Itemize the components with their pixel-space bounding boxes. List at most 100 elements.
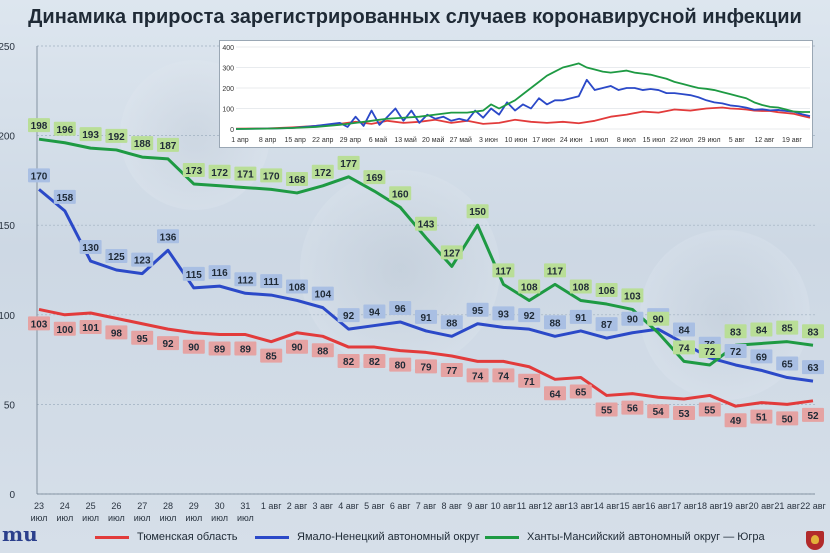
data-label: 88 (317, 346, 329, 357)
inset-line-chart: 0 100 200 300 400 1 апр 8 апр 15 апр 22 апр 29 ап… (222, 45, 811, 144)
data-label: 170 (31, 171, 48, 182)
data-label: 79 (420, 362, 432, 373)
data-label: 103 (624, 291, 641, 302)
data-label-box (157, 137, 179, 152)
coat-of-arms-emblem (806, 531, 824, 550)
data-label-box (466, 368, 489, 383)
inset-y-tick-label: 300 (222, 66, 234, 73)
y-tick-label: 50 (4, 400, 16, 411)
data-label: 85 (782, 324, 794, 335)
inset-x-tick-label: 17 июн (532, 137, 555, 144)
x-tick-label: 31 (240, 501, 250, 511)
y-tick-label: 0 (9, 490, 15, 501)
inset-y-tick-label: 0 (230, 127, 234, 134)
inset-x-tick-label: 22 июл (670, 137, 693, 144)
data-label-box (234, 166, 257, 181)
x-tick-label: 5 авг (364, 501, 385, 511)
data-label-box (286, 171, 308, 186)
data-label: 55 (704, 405, 716, 416)
x-tick-label: июл (108, 513, 125, 523)
data-label-box (750, 322, 773, 337)
data-label: 173 (185, 166, 202, 177)
data-label-box (389, 300, 412, 315)
data-label: 85 (266, 352, 278, 363)
data-label: 65 (575, 388, 587, 399)
data-label: 82 (343, 357, 355, 368)
data-label: 111 (263, 277, 279, 288)
data-label: 65 (782, 360, 794, 371)
data-label-box (621, 311, 644, 326)
x-tick-label: 9 авг (467, 501, 488, 511)
data-label: 108 (572, 282, 589, 293)
data-label-box (337, 308, 360, 323)
data-label-box (698, 343, 721, 358)
main-x-axis: 23 июл 24 июл 25 июл 26 июл 27 июл 28 июл 29 июл 30 июл… (31, 501, 827, 523)
data-label: 88 (446, 318, 458, 329)
data-label-box (518, 373, 541, 388)
data-label: 169 (366, 173, 383, 184)
data-label-box (518, 279, 541, 294)
data-label-box (28, 316, 50, 331)
data-label-box (673, 340, 695, 355)
data-label: 96 (395, 304, 407, 315)
inset-series-line-1 (235, 78, 811, 130)
data-label-box (182, 266, 205, 281)
inset-x-tick-label: 20 май (422, 136, 444, 144)
inset-x-tick-label: 3 июн (479, 137, 498, 144)
data-label: 136 (160, 232, 177, 243)
inset-x-tick-label: 13 май (394, 136, 416, 144)
inset-x-tick-label: 8 июл (617, 137, 636, 144)
legend-item-khmao: Ханты-Мансийский автономный округ — Югра (485, 531, 765, 543)
legend-swatch-khmao (485, 535, 519, 539)
data-label-box (389, 357, 412, 372)
inset-y-tick-label: 400 (222, 45, 234, 52)
data-label: 100 (56, 325, 73, 336)
data-label: 98 (111, 328, 123, 339)
data-label-box (260, 274, 283, 289)
x-tick-label: 20 авг (749, 501, 775, 511)
data-label-box (53, 189, 76, 204)
data-label: 72 (704, 347, 716, 358)
legend-label-khmao: Ханты-Мансийский автономный округ — Югра (527, 531, 765, 543)
data-label: 172 (314, 168, 331, 179)
inset-x-tick-label: 8 апр (259, 137, 277, 144)
data-label-box (440, 363, 463, 378)
data-label-box (260, 168, 283, 183)
inset-y-tick-label: 200 (222, 86, 234, 93)
data-label: 160 (392, 189, 409, 200)
data-label-box (698, 402, 721, 417)
data-label: 83 (807, 327, 819, 338)
x-tick-label: 6 авг (390, 501, 411, 511)
data-label: 91 (420, 313, 432, 324)
inset-x-tick-label: 6 май (369, 136, 388, 144)
data-label: 63 (807, 363, 819, 374)
data-label-box (544, 386, 566, 401)
data-label: 92 (162, 339, 174, 350)
inset-x-tick-label: 12 авг (754, 137, 774, 144)
data-label-box (569, 384, 592, 399)
data-label: 116 (212, 268, 229, 279)
data-label: 91 (575, 313, 587, 324)
data-label: 188 (134, 139, 151, 150)
data-label-box (208, 265, 231, 280)
x-tick-label: 27 (137, 501, 147, 511)
inset-x-tick-label: 5 авг (729, 137, 745, 144)
data-label: 87 (601, 320, 613, 331)
inset-x-tick-label: 19 авг (782, 137, 802, 144)
data-label-box (53, 321, 76, 336)
x-tick-label: 26 (111, 501, 121, 511)
inset-series-line-2 (235, 62, 810, 130)
data-label: 80 (395, 361, 407, 372)
x-tick-label: 18 авг (697, 501, 723, 511)
data-label-box (182, 339, 205, 354)
inset-x-tick-label: 1 июл (589, 137, 608, 144)
data-label-box (79, 240, 102, 255)
data-label-box (673, 406, 695, 421)
data-label: 196 (56, 125, 73, 136)
inset-series-line-0 (235, 106, 811, 130)
data-label: 150 (469, 207, 486, 218)
data-label: 84 (756, 325, 768, 336)
x-tick-label: 30 (215, 501, 225, 511)
data-label: 82 (369, 357, 381, 368)
